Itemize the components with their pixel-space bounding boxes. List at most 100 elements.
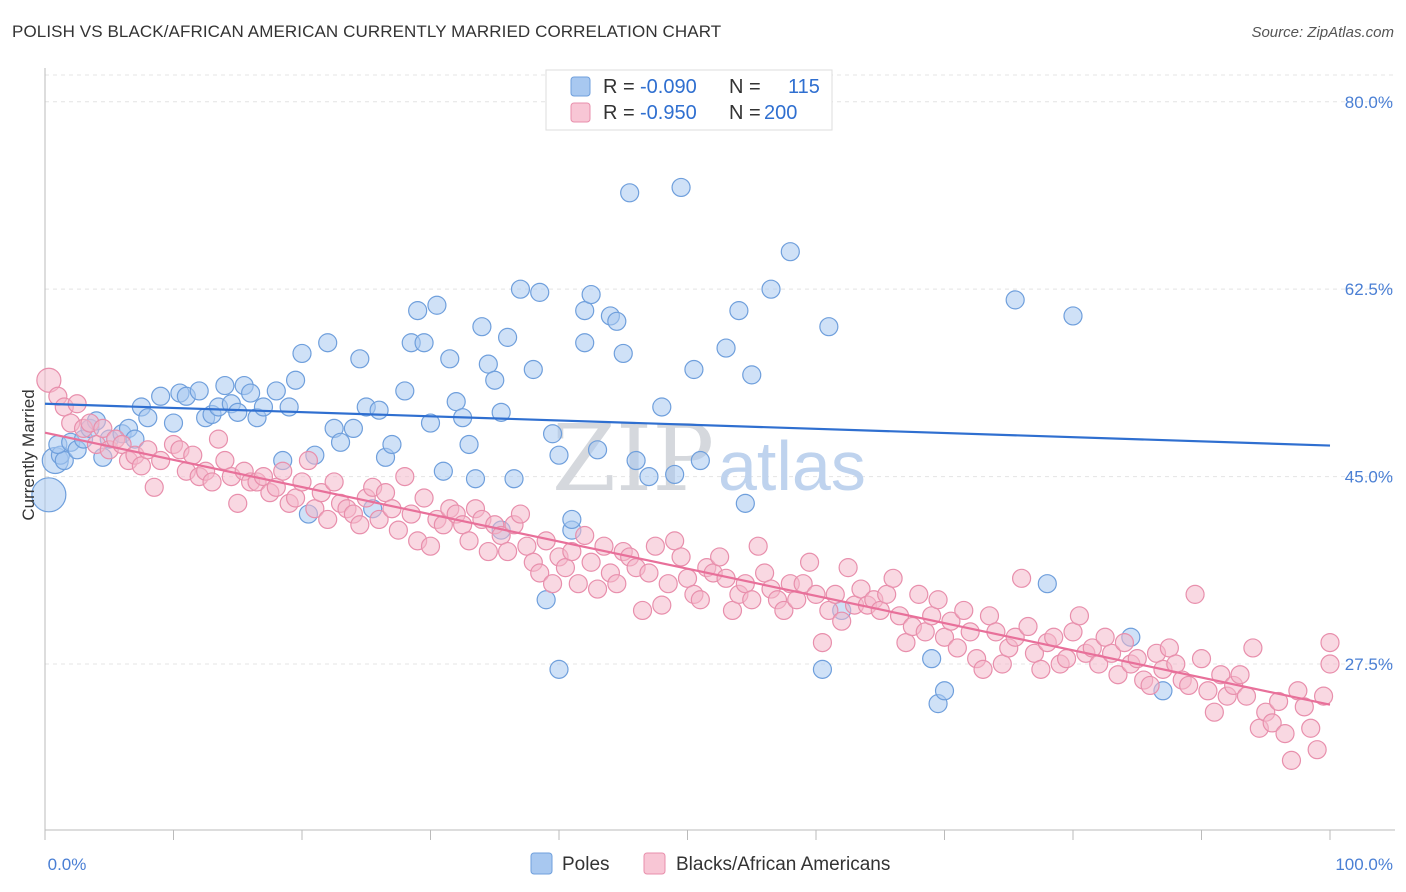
data-point bbox=[684, 359, 704, 380]
data-point bbox=[1159, 638, 1179, 658]
data-point bbox=[183, 445, 203, 465]
data-point bbox=[922, 649, 942, 669]
data-point bbox=[832, 611, 852, 631]
data-point bbox=[562, 541, 582, 562]
data-point bbox=[465, 469, 486, 489]
legend-n-label-2: N = bbox=[729, 102, 761, 124]
data-point bbox=[420, 536, 441, 556]
data-point bbox=[453, 515, 473, 535]
data-point bbox=[530, 282, 550, 302]
data-point bbox=[1185, 584, 1205, 604]
data-point bbox=[671, 177, 691, 198]
watermark-atlas: atlas bbox=[718, 427, 866, 505]
data-point bbox=[947, 638, 967, 658]
data-point bbox=[472, 317, 492, 337]
data-point bbox=[549, 659, 569, 679]
data-point bbox=[549, 445, 569, 465]
data-point bbox=[973, 659, 993, 679]
data-point bbox=[215, 375, 235, 396]
data-point bbox=[285, 370, 306, 390]
data-point bbox=[761, 279, 781, 299]
data-point bbox=[992, 654, 1012, 674]
legend-n-label-1: N = bbox=[729, 76, 761, 98]
data-point bbox=[1056, 649, 1077, 669]
data-point bbox=[318, 333, 338, 353]
data-point bbox=[1320, 654, 1340, 674]
data-point bbox=[1063, 622, 1083, 642]
data-point bbox=[241, 383, 261, 403]
data-point bbox=[459, 434, 479, 455]
data-point bbox=[575, 301, 595, 321]
data-point bbox=[388, 520, 408, 540]
data-point bbox=[665, 531, 685, 551]
data-point bbox=[658, 574, 678, 594]
data-point bbox=[324, 472, 344, 492]
data-point bbox=[581, 552, 601, 572]
data-point bbox=[459, 531, 479, 551]
data-point bbox=[581, 284, 601, 305]
data-point bbox=[1275, 724, 1295, 744]
top-legend: R = -0.090 N = 115 R = -0.950 N = 200 bbox=[545, 69, 833, 131]
y-tick-label: 27.5% bbox=[1345, 655, 1393, 674]
data-point bbox=[420, 413, 441, 433]
axes bbox=[44, 68, 1395, 840]
data-point bbox=[440, 349, 460, 369]
data-point bbox=[812, 632, 833, 653]
legend-r-label-1: R = bbox=[603, 76, 635, 98]
data-point bbox=[138, 408, 158, 428]
data-point bbox=[710, 547, 730, 567]
data-point bbox=[36, 367, 62, 393]
data-point bbox=[343, 418, 363, 439]
data-point bbox=[1294, 697, 1314, 717]
data-point bbox=[652, 595, 672, 615]
data-point bbox=[279, 397, 299, 417]
data-point bbox=[318, 509, 338, 530]
y-tick-label: 80.0% bbox=[1345, 93, 1393, 112]
data-point bbox=[151, 386, 171, 406]
trend-lines bbox=[44, 402, 1331, 706]
data-point bbox=[131, 456, 151, 476]
data-point bbox=[542, 424, 563, 444]
data-point bbox=[909, 584, 929, 604]
data-point bbox=[735, 493, 755, 513]
data-point bbox=[485, 370, 505, 390]
data-point bbox=[979, 606, 1000, 626]
data-point bbox=[613, 343, 633, 364]
data-point bbox=[1063, 306, 1083, 326]
data-point bbox=[877, 584, 897, 604]
data-point bbox=[1069, 606, 1090, 626]
data-point bbox=[934, 681, 955, 701]
source-label: Source: ZipAtlas.com bbox=[1251, 24, 1394, 41]
legend-n-value-black: 200 bbox=[764, 102, 797, 124]
tick-labels: 27.5% 45.0% 62.5% 80.0% 0.0% 100.0% bbox=[48, 93, 1393, 874]
data-point bbox=[812, 659, 833, 679]
data-point bbox=[665, 464, 685, 485]
data-point bbox=[1236, 686, 1257, 706]
data-point bbox=[915, 622, 935, 642]
data-point bbox=[517, 536, 537, 556]
legend-swatch-black bbox=[570, 102, 591, 123]
data-point bbox=[382, 499, 402, 519]
trend-line-black bbox=[44, 431, 1331, 706]
legend-r-value-black: -0.950 bbox=[640, 102, 697, 124]
data-point bbox=[369, 400, 389, 420]
data-point bbox=[677, 568, 698, 588]
data-point bbox=[536, 590, 556, 610]
data-point bbox=[626, 450, 646, 471]
data-point bbox=[555, 558, 576, 578]
data-point bbox=[208, 429, 229, 449]
data-point bbox=[1281, 750, 1302, 770]
data-point bbox=[478, 541, 498, 562]
data-point bbox=[639, 563, 659, 583]
data-point bbox=[799, 552, 820, 572]
data-point bbox=[742, 365, 762, 385]
data-point bbox=[1204, 702, 1224, 722]
data-point bbox=[427, 295, 447, 315]
data-point bbox=[1037, 574, 1057, 594]
data-point bbox=[228, 493, 248, 513]
data-point bbox=[292, 343, 312, 364]
data-point bbox=[1011, 568, 1032, 588]
data-point bbox=[652, 397, 672, 417]
trend-line-poles bbox=[44, 402, 1331, 447]
